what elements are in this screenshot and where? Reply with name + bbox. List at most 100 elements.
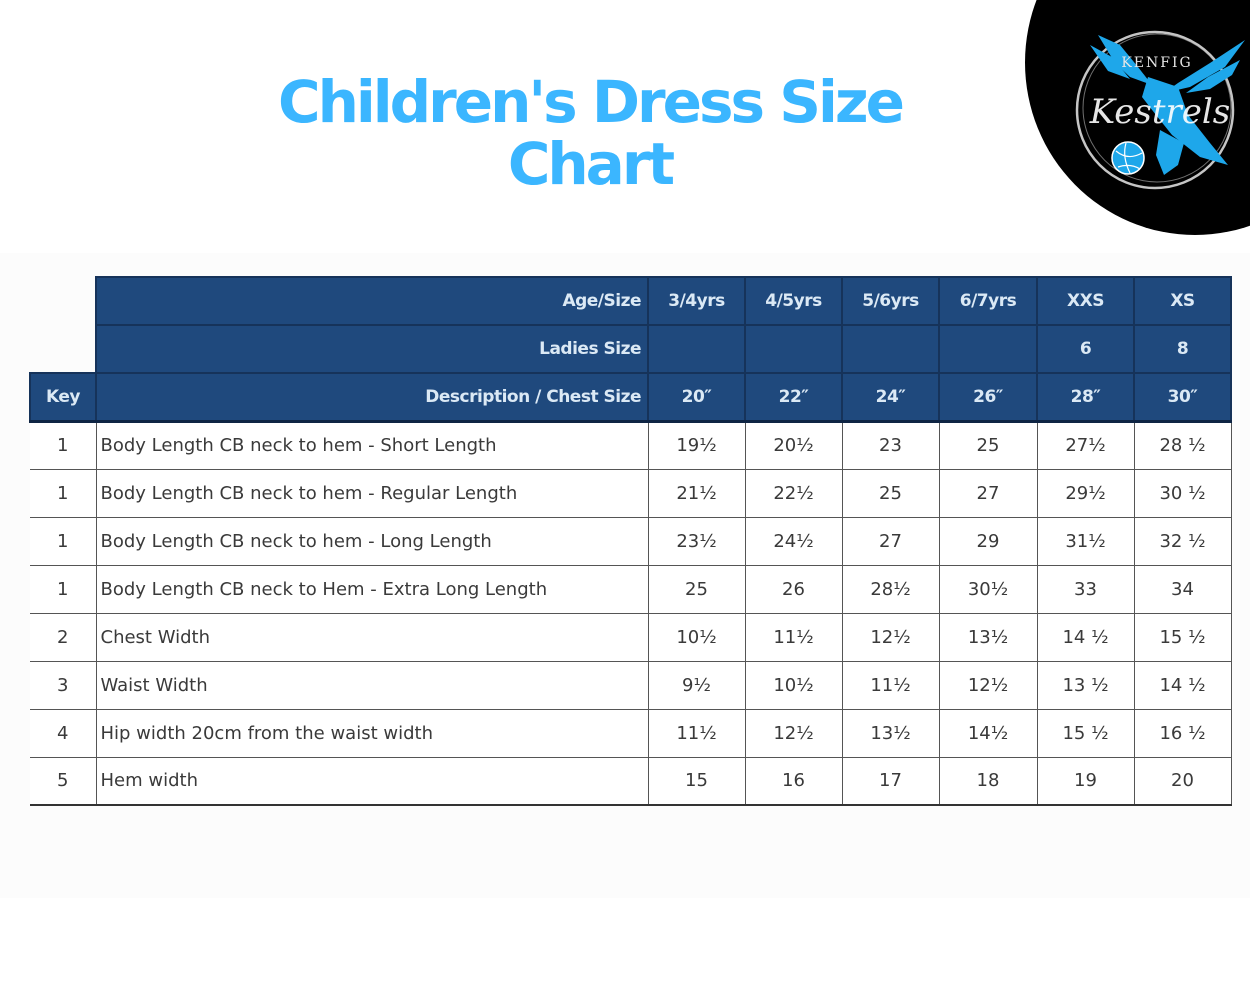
corner-blank	[30, 277, 96, 325]
row-value: 14 ½	[1036, 612, 1135, 662]
header-row-age-size: Age/Size 3/4yrs 4/5yrs 5/6yrs 6/7yrs XXS…	[30, 276, 1232, 326]
row-value: 27	[938, 468, 1038, 518]
header-chest-cell: 26″	[938, 372, 1038, 423]
logo-kestrels-text: Kestrels	[1089, 92, 1230, 132]
row-value: 25	[647, 564, 746, 614]
row-value: 25	[841, 468, 940, 518]
page-title-line-1: Children's Dress Size	[278, 68, 905, 136]
row-value: 15	[647, 756, 746, 806]
row-value: 19	[1036, 756, 1135, 806]
row-value: 23½	[647, 516, 746, 566]
row-value: 13 ½	[1036, 660, 1135, 710]
table-row: 3 Waist Width 9½ 10½ 11½ 12½ 13 ½ 14 ½	[30, 660, 1232, 710]
row-value: 22½	[744, 468, 843, 518]
logo-kenfig-text: KENFIG	[1121, 55, 1192, 71]
header-age-cell: 4/5yrs	[744, 276, 843, 326]
row-value: 11½	[841, 660, 940, 710]
header-key: Key	[29, 372, 97, 423]
row-value: 12½	[841, 612, 940, 662]
row-value: 30½	[938, 564, 1038, 614]
row-value: 20	[1133, 756, 1232, 806]
row-value: 31½	[1036, 516, 1135, 566]
table-row: 1 Body Length CB neck to hem - Long Leng…	[30, 516, 1232, 566]
row-key: 1	[30, 516, 97, 566]
header-ladies-cell: 8	[1133, 324, 1232, 374]
table-row: 1 Body Length CB neck to Hem - Extra Lon…	[30, 564, 1232, 614]
header-ladies-cell	[744, 324, 843, 374]
row-value: 33	[1036, 564, 1135, 614]
page-title-line-2: Chart	[507, 130, 675, 198]
row-value: 28 ½	[1133, 420, 1232, 470]
row-value: 15 ½	[1133, 612, 1232, 662]
table-row: 1 Body Length CB neck to hem - Short Len…	[30, 420, 1232, 470]
header-age-cell: XS	[1133, 276, 1232, 326]
row-value: 12½	[938, 660, 1038, 710]
header-row-ladies-size: Ladies Size 6 8	[30, 324, 1232, 374]
row-value: 28½	[841, 564, 940, 614]
header-ladies-cell	[938, 324, 1038, 374]
row-key: 1	[30, 564, 97, 614]
row-key: 1	[30, 468, 97, 518]
row-description: Body Length CB neck to hem - Long Length	[95, 516, 649, 566]
row-key: 5	[30, 756, 97, 806]
row-value: 20½	[744, 420, 843, 470]
row-value: 11½	[647, 708, 746, 758]
header-chest-cell: 30″	[1133, 372, 1232, 423]
header-age-cell: 5/6yrs	[841, 276, 940, 326]
row-value: 25	[938, 420, 1038, 470]
header-chest-cell: 20″	[647, 372, 746, 423]
row-value: 10½	[744, 660, 843, 710]
row-description: Body Length CB neck to hem - Regular Len…	[95, 468, 649, 518]
row-value: 12½	[744, 708, 843, 758]
row-value: 14 ½	[1133, 660, 1232, 710]
row-value: 16 ½	[1133, 708, 1232, 758]
row-description: Body Length CB neck to Hem - Extra Long …	[95, 564, 649, 614]
row-key: 2	[30, 612, 97, 662]
row-description: Hem width	[95, 756, 649, 806]
row-value: 15 ½	[1036, 708, 1135, 758]
row-value: 17	[841, 756, 940, 806]
row-value: 10½	[647, 612, 746, 662]
table-row: 4 Hip width 20cm from the waist width 11…	[30, 708, 1232, 758]
row-value: 32 ½	[1133, 516, 1232, 566]
row-value: 11½	[744, 612, 843, 662]
row-description: Chest Width	[95, 612, 649, 662]
row-value: 16	[744, 756, 843, 806]
header-age-cell: XXS	[1036, 276, 1135, 326]
header-label-ladies-size: Ladies Size	[95, 324, 649, 374]
row-description: Waist Width	[95, 660, 649, 710]
table-row: 2 Chest Width 10½ 11½ 12½ 13½ 14 ½ 15 ½	[30, 612, 1232, 662]
size-chart-table: Age/Size 3/4yrs 4/5yrs 5/6yrs 6/7yrs XXS…	[29, 276, 1232, 806]
row-value: 13½	[841, 708, 940, 758]
header-ladies-cell	[647, 324, 746, 374]
row-value: 9½	[647, 660, 746, 710]
header-label-description: Description / Chest Size	[95, 372, 649, 423]
row-value: 30 ½	[1133, 468, 1232, 518]
row-value: 27½	[1036, 420, 1135, 470]
header-ladies-cell	[841, 324, 940, 374]
row-value: 29½	[1036, 468, 1135, 518]
header-chest-cell: 24″	[841, 372, 940, 423]
header-age-cell: 6/7yrs	[938, 276, 1038, 326]
row-key: 3	[30, 660, 97, 710]
header-chest-cell: 22″	[744, 372, 843, 423]
row-value: 13½	[938, 612, 1038, 662]
row-description: Hip width 20cm from the waist width	[95, 708, 649, 758]
row-value: 14½	[938, 708, 1038, 758]
header-age-cell: 3/4yrs	[647, 276, 746, 326]
row-value: 34	[1133, 564, 1232, 614]
row-value: 23	[841, 420, 940, 470]
row-value: 27	[841, 516, 940, 566]
row-key: 4	[30, 708, 97, 758]
row-key: 1	[30, 420, 97, 470]
row-value: 29	[938, 516, 1038, 566]
kestrel-bird-with-volleyball-icon: KENFIG Kestrels	[1075, 30, 1245, 190]
table-row: 1 Body Length CB neck to hem - Regular L…	[30, 468, 1232, 518]
header-row-chest-size: Key Description / Chest Size 20″ 22″ 24″…	[29, 372, 1232, 423]
header-chest-cell: 28″	[1036, 372, 1135, 423]
row-value: 18	[938, 756, 1038, 806]
header-ladies-cell: 6	[1036, 324, 1135, 374]
row-value: 26	[744, 564, 843, 614]
row-value: 19½	[647, 420, 746, 470]
row-value: 24½	[744, 516, 843, 566]
